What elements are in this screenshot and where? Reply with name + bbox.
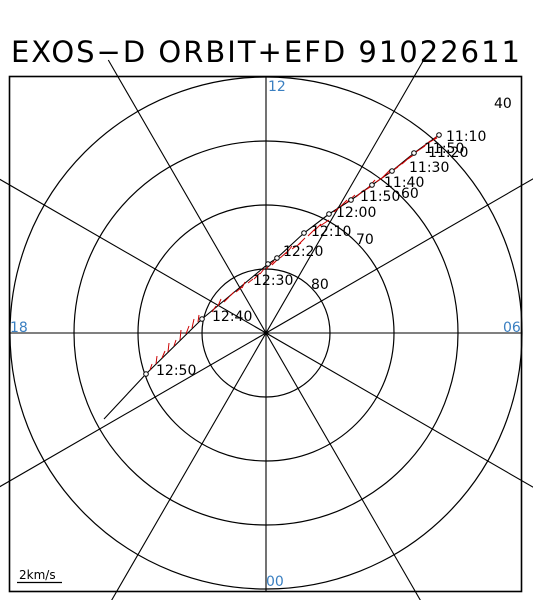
mlt-label-06: 06 (503, 320, 521, 336)
time-label: 11:50 (360, 189, 400, 205)
time-label: 12:00 (336, 205, 376, 221)
time-label: 12:10 (311, 224, 351, 240)
orbit-marker (389, 168, 395, 174)
time-label: 11:30 (409, 160, 449, 176)
latitude-label-60: 60 (401, 186, 419, 202)
orbit-time-markers (143, 132, 442, 377)
time-label: 11:40 (384, 175, 424, 191)
efd-vectors (149, 132, 442, 371)
orbit-marker (301, 230, 307, 236)
time-label: 12:30 (253, 273, 293, 289)
orbit-marker (199, 316, 205, 322)
orbit-marker (436, 132, 442, 138)
orbit-marker (369, 182, 375, 188)
scale-label: 2km/s (19, 568, 56, 582)
mlt-label-18: 18 (10, 320, 28, 336)
mlt-line (0, 178, 533, 488)
time-label: 11:20 (428, 145, 468, 161)
orbit-marker (274, 255, 280, 261)
mlt-label-00: 00 (266, 574, 284, 590)
plot-title: EXOS−D ORBIT+EFD 91022611 (10, 35, 522, 69)
orbit-marker (143, 371, 149, 377)
mlt-label-12: 12 (268, 79, 286, 95)
time-label: 12:20 (283, 244, 323, 260)
orbit-marker (265, 261, 271, 267)
time-label: 12:40 (212, 309, 252, 325)
time-label: 12:50 (156, 363, 196, 379)
time-label: 11:10 (446, 129, 486, 145)
orbit-marker (411, 150, 417, 156)
time-label: 11:50 (424, 141, 464, 157)
orbit-marker (348, 197, 354, 203)
orbit-marker (326, 211, 332, 217)
latitude-label-80: 80 (311, 277, 329, 293)
latitude-label-70: 70 (356, 232, 374, 248)
latitude-label-40: 40 (494, 96, 512, 112)
orbit-track (103, 134, 440, 420)
